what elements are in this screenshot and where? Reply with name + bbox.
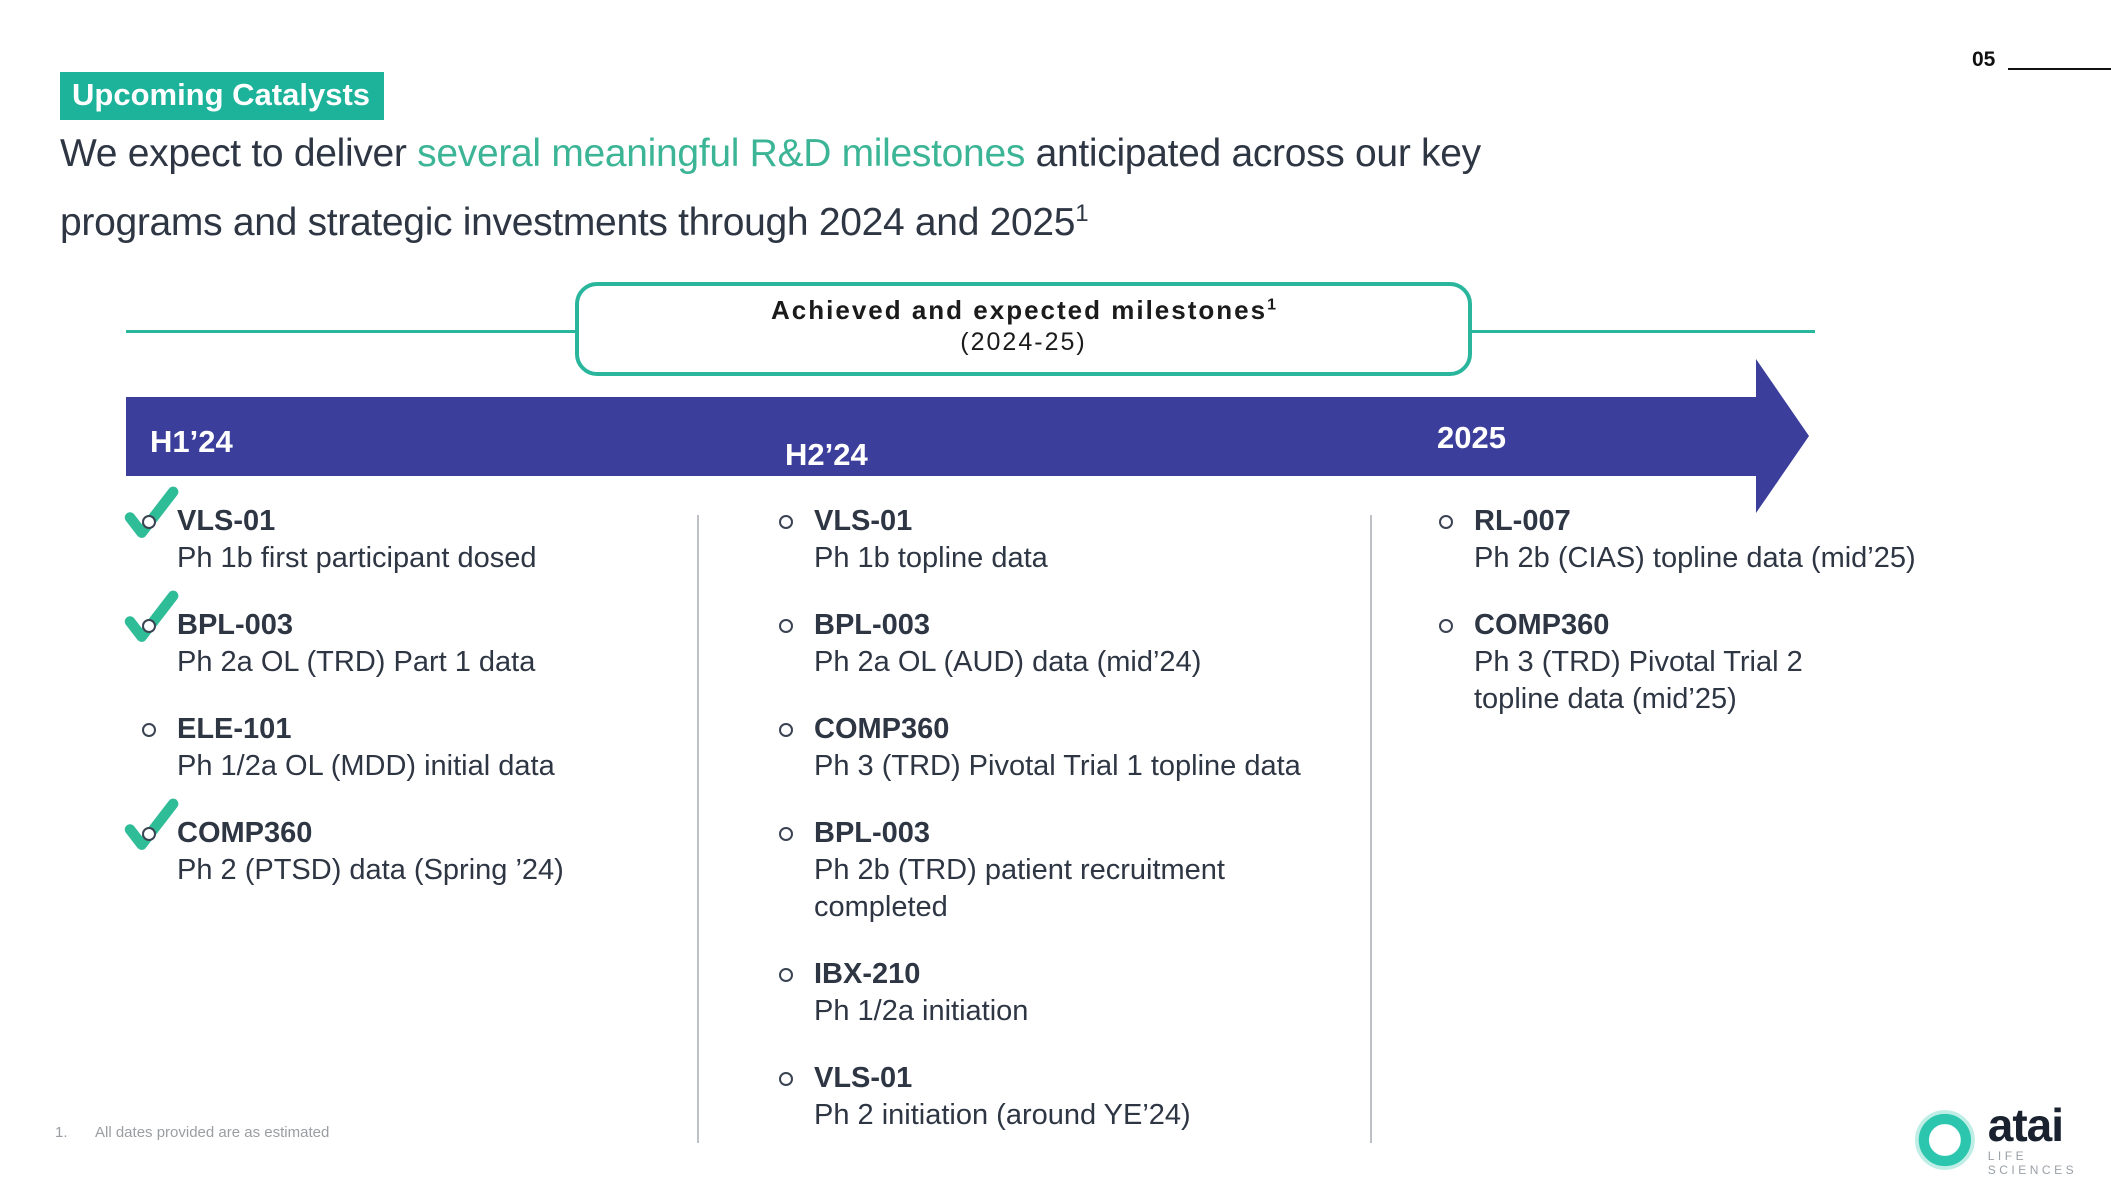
circle-bullet-icon	[142, 723, 156, 737]
atai-ring-icon	[1914, 1110, 1975, 1170]
program-name: COMP360	[814, 713, 950, 745]
milestone-description: Ph 1b topline data	[814, 542, 1048, 574]
page-number: 05	[1972, 48, 1996, 71]
milestone-item: BPL-003 Ph 2a OL (AUD) data (mid’24)	[768, 607, 1328, 681]
milestone-description: Ph 1/2a initiation	[814, 995, 1029, 1027]
milestone-item: RL-007 Ph 2b (CIAS) topline data (mid’25…	[1428, 503, 1933, 577]
connector-line-left	[126, 330, 575, 333]
milestone-description: Ph 2 (PTSD) data (Spring ’24)	[177, 854, 564, 886]
title-text: We expect to deliver	[60, 132, 418, 175]
program-name: IBX-210	[814, 958, 921, 990]
circle-bullet-icon	[779, 827, 793, 841]
footnote: 1. All dates provided are as estimated	[55, 1124, 329, 1141]
connector-line-right	[1472, 330, 1815, 333]
timeline-arrowhead	[1756, 359, 1809, 513]
circle-bullet-icon	[779, 515, 793, 529]
atai-logo: atai LIFE SCIENCES	[1912, 1100, 2102, 1180]
milestone-item: IBX-210 Ph 1/2a initiation	[768, 956, 1328, 1030]
footnote-text: All dates provided are as estimated	[95, 1124, 330, 1141]
circle-bullet-icon	[779, 968, 793, 982]
milestone-description: Ph 3 (TRD) Pivotal Trial 2 topline data …	[1474, 646, 1803, 715]
milestone-description: Ph 1b first participant dosed	[177, 542, 537, 574]
atai-brand-name: atai	[1987, 1099, 2064, 1151]
program-name: COMP360	[177, 817, 313, 849]
timeline-label-h2-24: H2’24	[785, 437, 868, 472]
timeline-label-2025: 2025	[1437, 420, 1506, 455]
circle-bullet-icon	[779, 723, 793, 737]
circle-bullet-icon	[779, 619, 793, 633]
milestone-item: VLS-01 Ph 1b topline data	[768, 503, 1328, 577]
atai-logo-text: atai LIFE SCIENCES	[1987, 1099, 2102, 1177]
page-title-line1: We expect to deliver several meaningful …	[60, 124, 1481, 184]
program-name: ELE-101	[177, 713, 292, 745]
program-name: BPL-003	[814, 609, 931, 641]
title-text-post: anticipated across our key	[1025, 132, 1482, 175]
column-2025: RL-007 Ph 2b (CIAS) topline data (mid’25…	[1428, 503, 1933, 748]
footnote-number: 1.	[55, 1124, 68, 1141]
title-highlight: several meaningful R&D milestones	[417, 132, 1026, 175]
milestones-box-title-text: Achieved and expected milestones	[771, 295, 1268, 325]
circle-bullet-icon	[142, 515, 156, 529]
column-divider	[1370, 515, 1372, 1143]
column-h2-24: VLS-01 Ph 1b topline data BPL-003 Ph 2a …	[768, 503, 1328, 1164]
column-h1-24: VLS-01 Ph 1b first participant dosed BPL…	[124, 486, 671, 919]
program-name: VLS-01	[814, 505, 913, 537]
program-name: BPL-003	[177, 609, 294, 641]
program-name: VLS-01	[814, 1062, 913, 1094]
page-number-rule	[2008, 68, 2111, 70]
milestones-callout-box: Achieved and expected milestones1 (2024-…	[575, 282, 1472, 376]
milestone-description: Ph 2a OL (TRD) Part 1 data	[177, 646, 536, 678]
circle-bullet-icon	[1439, 619, 1453, 633]
milestone-description: Ph 1/2a OL (MDD) initial data	[177, 750, 555, 782]
milestones-box-subtitle: (2024-25)	[960, 328, 1087, 356]
circle-bullet-icon	[142, 619, 156, 633]
timeline-label-h1-24: H1’24	[150, 424, 233, 459]
program-name: COMP360	[1474, 609, 1610, 641]
kicker-label: Upcoming Catalysts	[60, 72, 385, 120]
milestones-box-title: Achieved and expected milestones1	[579, 295, 1468, 326]
column-divider	[697, 515, 699, 1143]
milestone-item: ELE-101 Ph 1/2a OL (MDD) initial data	[131, 711, 671, 785]
checkmark-icon	[124, 486, 179, 538]
title-footnote-ref: 1	[1075, 200, 1089, 227]
milestones-box-footnote-ref: 1	[1267, 296, 1276, 314]
milestone-description: Ph 2 initiation (around YE’24)	[814, 1099, 1191, 1131]
circle-bullet-icon	[1439, 515, 1453, 529]
program-name: VLS-01	[177, 505, 276, 537]
milestone-item: BPL-003 Ph 2b (TRD) patient recruitment …	[768, 815, 1328, 926]
circle-bullet-icon	[142, 827, 156, 841]
circle-bullet-icon	[779, 1072, 793, 1086]
timeline-bar	[126, 397, 1757, 476]
page-title-line2: programs and strategic investments throu…	[60, 184, 1481, 253]
milestone-description: Ph 2b (CIAS) topline data (mid’25)	[1474, 542, 1916, 574]
program-name: RL-007	[1474, 505, 1571, 537]
program-name: BPL-003	[814, 817, 931, 849]
milestone-description: Ph 2a OL (AUD) data (mid’24)	[814, 646, 1202, 678]
atai-tagline: LIFE SCIENCES	[1987, 1149, 2078, 1177]
page-title: We expect to deliver several meaningful …	[60, 124, 1481, 253]
milestone-item: COMP360 Ph 3 (TRD) Pivotal Trial 1 topli…	[768, 711, 1328, 785]
milestone-item: BPL-003 Ph 2a OL (TRD) Part 1 data	[124, 590, 671, 681]
checkmark-icon	[124, 798, 179, 850]
title-text-line2: programs and strategic investments throu…	[60, 201, 1076, 244]
milestone-description: Ph 3 (TRD) Pivotal Trial 1 topline data	[814, 750, 1301, 782]
milestone-item: COMP360 Ph 2 (PTSD) data (Spring ’24)	[124, 798, 671, 889]
milestone-item: COMP360 Ph 3 (TRD) Pivotal Trial 2 topli…	[1428, 607, 1933, 718]
checkmark-icon	[124, 590, 179, 642]
milestone-description: Ph 2b (TRD) patient recruitment complete…	[814, 854, 1225, 923]
milestone-item: VLS-01 Ph 1b first participant dosed	[124, 486, 671, 577]
milestone-item: VLS-01 Ph 2 initiation (around YE’24)	[768, 1060, 1328, 1134]
